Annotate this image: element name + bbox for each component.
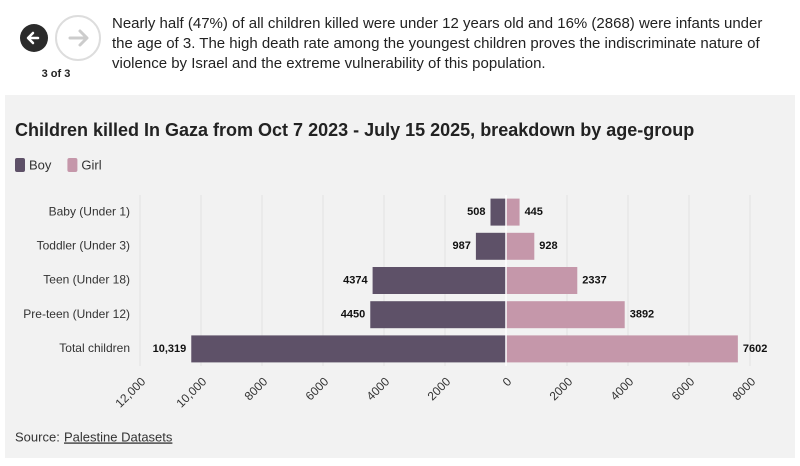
value-label: 928 — [539, 240, 557, 252]
y-tick-label: Teen (Under 18) — [43, 273, 130, 287]
y-tick-label: Total children — [59, 341, 130, 355]
bar — [506, 232, 535, 260]
legend-swatch — [67, 158, 78, 172]
bar — [191, 335, 506, 363]
legend-swatch — [15, 158, 25, 172]
nav-buttons — [20, 15, 101, 61]
back-button[interactable] — [20, 24, 48, 52]
value-label: 10,319 — [153, 343, 187, 355]
y-tick-label: Baby (Under 1) — [49, 204, 130, 218]
value-label: 445 — [525, 206, 543, 218]
y-tick-label: Pre-teen (Under 12) — [23, 307, 130, 321]
bar — [506, 198, 520, 226]
value-label: 4450 — [341, 309, 365, 321]
value-label: 4374 — [343, 274, 368, 286]
value-label: 3892 — [630, 309, 654, 321]
legend-label: Boy — [29, 157, 52, 172]
value-label: 7602 — [743, 343, 767, 355]
value-label: 2337 — [582, 274, 606, 286]
value-label: 987 — [453, 240, 471, 252]
legend-label: Girl — [81, 157, 101, 172]
source-link[interactable]: Palestine Datasets — [64, 429, 173, 444]
bar — [370, 301, 506, 329]
bar — [506, 267, 578, 294]
header: 3 of 3 Nearly half (47%) of all children… — [0, 0, 800, 95]
chart-title: Children killed In Gaza from Oct 7 2023 … — [15, 120, 694, 140]
intro-text: Nearly half (47%) of all children killed… — [112, 15, 763, 72]
value-label: 508 — [467, 206, 485, 218]
bar — [490, 198, 506, 226]
forward-button[interactable] — [55, 15, 101, 61]
bar — [475, 232, 506, 260]
y-tick-label: Toddler (Under 3) — [37, 238, 130, 252]
source-label: Source: — [15, 429, 60, 444]
slide-counter: 3 of 3 — [41, 68, 71, 80]
bar — [372, 267, 506, 294]
bar — [506, 335, 738, 363]
bar — [506, 301, 625, 329]
